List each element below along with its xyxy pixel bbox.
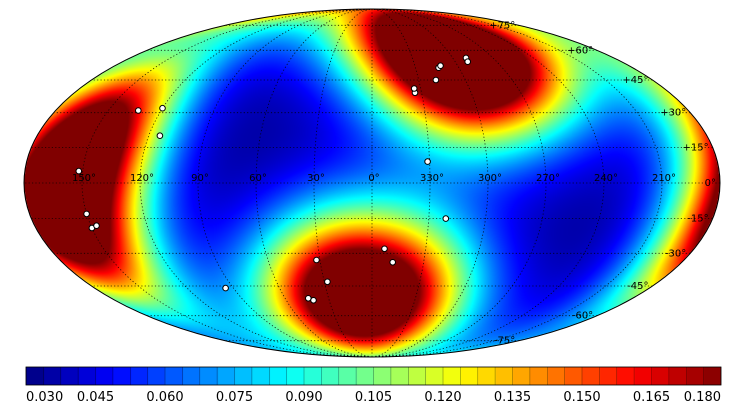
latitude-label: -30° bbox=[665, 248, 686, 259]
longitude-label: 210° bbox=[652, 173, 676, 184]
source-points bbox=[75, 54, 472, 304]
source-point bbox=[410, 85, 418, 92]
source-point bbox=[305, 295, 312, 302]
longitude-label: 330° bbox=[420, 173, 444, 184]
source-point bbox=[389, 259, 397, 266]
colorbar-tick-label: 0.120 bbox=[424, 390, 461, 405]
latitude-label: +60° bbox=[567, 45, 593, 56]
longitude-label: 270° bbox=[536, 173, 560, 184]
source-point bbox=[324, 278, 331, 286]
colorbar-tick-label: 0.105 bbox=[355, 390, 392, 405]
latitude-label: -60° bbox=[572, 311, 593, 322]
map-boundary bbox=[23, 8, 721, 358]
source-point bbox=[83, 210, 90, 218]
latitude-label: +45° bbox=[622, 75, 648, 86]
latitude-label: -15° bbox=[687, 214, 708, 225]
colorbar-tick-label: 0.180 bbox=[684, 390, 721, 405]
source-point bbox=[437, 62, 444, 69]
meridian-line bbox=[139, 9, 373, 357]
source-point bbox=[432, 76, 440, 84]
source-point bbox=[93, 222, 100, 229]
latitude-label: -75° bbox=[494, 336, 515, 347]
source-point bbox=[381, 245, 388, 253]
colorbar-ticks: 0.030 0.045 0.060 0.075 0.090 0.105 0.120 0.135… bbox=[25, 367, 722, 405]
longitude-label: 150° bbox=[72, 173, 96, 184]
longitude-label: 300° bbox=[478, 173, 502, 184]
colorbar-tick-label: 0.060 bbox=[146, 390, 183, 405]
longitude-label: 60° bbox=[249, 173, 267, 184]
latitude-label: -45° bbox=[627, 281, 648, 292]
latitude-label: +15° bbox=[682, 142, 708, 153]
longitude-label: 0° bbox=[368, 173, 379, 184]
longitude-label: 30° bbox=[307, 173, 325, 184]
source-point bbox=[135, 107, 142, 114]
source-point bbox=[156, 132, 164, 139]
meridian-line bbox=[371, 9, 431, 357]
colorbar-tick-label: 0.135 bbox=[494, 390, 531, 405]
source-point bbox=[75, 167, 83, 175]
colorbar-tick-label: 0.075 bbox=[216, 390, 253, 405]
colorbar-tick-label: 0.165 bbox=[633, 390, 670, 405]
meridian-line bbox=[371, 9, 489, 357]
mollweide-map: 150° 120° 90° 60° 30° 0° 330° 300° 270° 240° 210° … bbox=[23, 8, 721, 358]
meridian-line bbox=[371, 9, 605, 357]
latitude-label: +75° bbox=[489, 20, 515, 31]
latitude-label: 0° bbox=[705, 178, 716, 189]
colorbar-tick-label: 0.045 bbox=[77, 390, 114, 405]
colorbar-tick-label: 0.150 bbox=[563, 390, 600, 405]
source-point bbox=[424, 158, 431, 165]
longitude-label: 120° bbox=[130, 173, 154, 184]
meridian-line bbox=[371, 9, 663, 357]
source-point bbox=[313, 256, 320, 264]
meridian-line bbox=[255, 9, 373, 357]
meridian-line bbox=[81, 9, 373, 357]
source-point bbox=[442, 215, 450, 222]
colorbar: 0.030 0.045 0.060 0.075 0.090 0.105 0.120 0.135… bbox=[25, 366, 722, 405]
colorbar-tick-label: 0.030 bbox=[26, 390, 63, 405]
latitude-labels: +75° +60° +45° +30° +15° 0° -15° -30° -45° -60° -7… bbox=[489, 20, 716, 346]
meridian-line bbox=[313, 9, 373, 357]
graticule-grid bbox=[24, 9, 720, 357]
longitude-label: 90° bbox=[191, 173, 209, 184]
latitude-label: +30° bbox=[660, 108, 686, 119]
longitude-label: 240° bbox=[594, 173, 618, 184]
source-point bbox=[222, 284, 229, 292]
longitude-labels: 150° 120° 90° 60° 30° 0° 330° 300° 270° 240° 210° bbox=[72, 173, 676, 184]
colorbar-tick-label: 0.090 bbox=[285, 390, 322, 405]
source-point bbox=[464, 58, 472, 66]
source-point bbox=[159, 104, 166, 112]
